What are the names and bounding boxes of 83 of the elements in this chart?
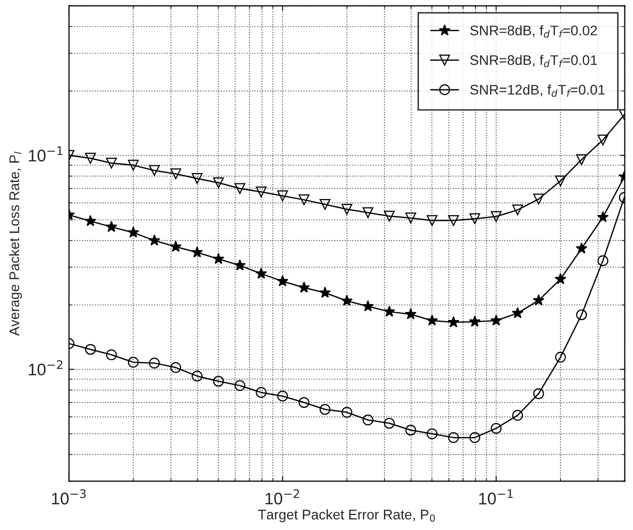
legend-label: SNR=12dB, f$_{d}$T$_{f}$=0.01 [470, 84, 605, 97]
x-tick-label: 10$^{−3}$ [52, 489, 86, 504]
point [512, 410, 524, 421]
point [555, 352, 566, 363]
point [426, 428, 438, 440]
point [533, 194, 544, 204]
point [255, 268, 268, 279]
point [469, 213, 480, 224]
point [256, 387, 267, 398]
point [148, 234, 160, 246]
point [555, 175, 566, 186]
point [298, 194, 310, 206]
point [320, 199, 330, 210]
point [148, 165, 160, 176]
point [298, 282, 310, 293]
point [362, 300, 374, 312]
point [554, 273, 566, 284]
point [362, 207, 374, 218]
point [234, 380, 246, 391]
point [128, 160, 139, 171]
point [192, 370, 203, 382]
point [341, 294, 353, 306]
x-axis-title: Target Packet Error Rate, P$_{0}$ [258, 509, 435, 522]
point [426, 314, 438, 326]
point [234, 183, 246, 194]
point [84, 215, 96, 226]
point [469, 432, 480, 443]
x-tick-label: 10$^{−2}$ [266, 489, 300, 504]
point [106, 349, 117, 360]
point [383, 306, 396, 317]
point [127, 226, 140, 238]
point [256, 186, 267, 198]
point [362, 414, 374, 426]
legend-label: SNR=8dB, f$_{d}$T$_{f}$=0.01 [470, 54, 597, 68]
point [234, 259, 246, 270]
point [213, 376, 224, 387]
point [85, 344, 96, 355]
point [468, 316, 481, 327]
point [298, 397, 310, 408]
point [533, 388, 544, 400]
point [212, 252, 224, 264]
point [448, 432, 459, 443]
point [106, 158, 117, 169]
point [404, 308, 417, 320]
legend-label: SNR=8dB, f$_{d}$T$_{f}$=0.02 [470, 25, 597, 38]
point [576, 154, 587, 166]
point [170, 362, 182, 373]
point [448, 316, 460, 328]
point [384, 418, 395, 429]
point [148, 358, 160, 368]
point [128, 356, 139, 368]
point [191, 246, 203, 258]
point [448, 215, 459, 226]
point [405, 212, 416, 224]
y-axis-title: Average Packet Loss Rate, P$_{l}$ [9, 152, 22, 336]
point [106, 220, 118, 232]
point [532, 294, 544, 306]
point [276, 275, 288, 286]
point [192, 173, 203, 184]
point [512, 204, 524, 216]
point [576, 309, 587, 320]
point [319, 286, 331, 298]
point [597, 134, 608, 146]
point [597, 211, 609, 222]
point [277, 190, 288, 202]
point [85, 152, 96, 164]
point [512, 307, 524, 318]
point [213, 177, 224, 188]
point [277, 390, 288, 402]
x-tick-label: 10$^{−1}$ [479, 489, 513, 504]
point [170, 240, 182, 252]
point [170, 168, 182, 180]
point [490, 211, 502, 222]
point [426, 215, 438, 226]
point [576, 242, 588, 254]
point [597, 255, 608, 266]
point [490, 422, 502, 434]
point [405, 424, 416, 436]
point [341, 204, 352, 215]
point [341, 406, 352, 418]
point [384, 210, 395, 222]
point [490, 314, 502, 326]
point [320, 404, 330, 415]
